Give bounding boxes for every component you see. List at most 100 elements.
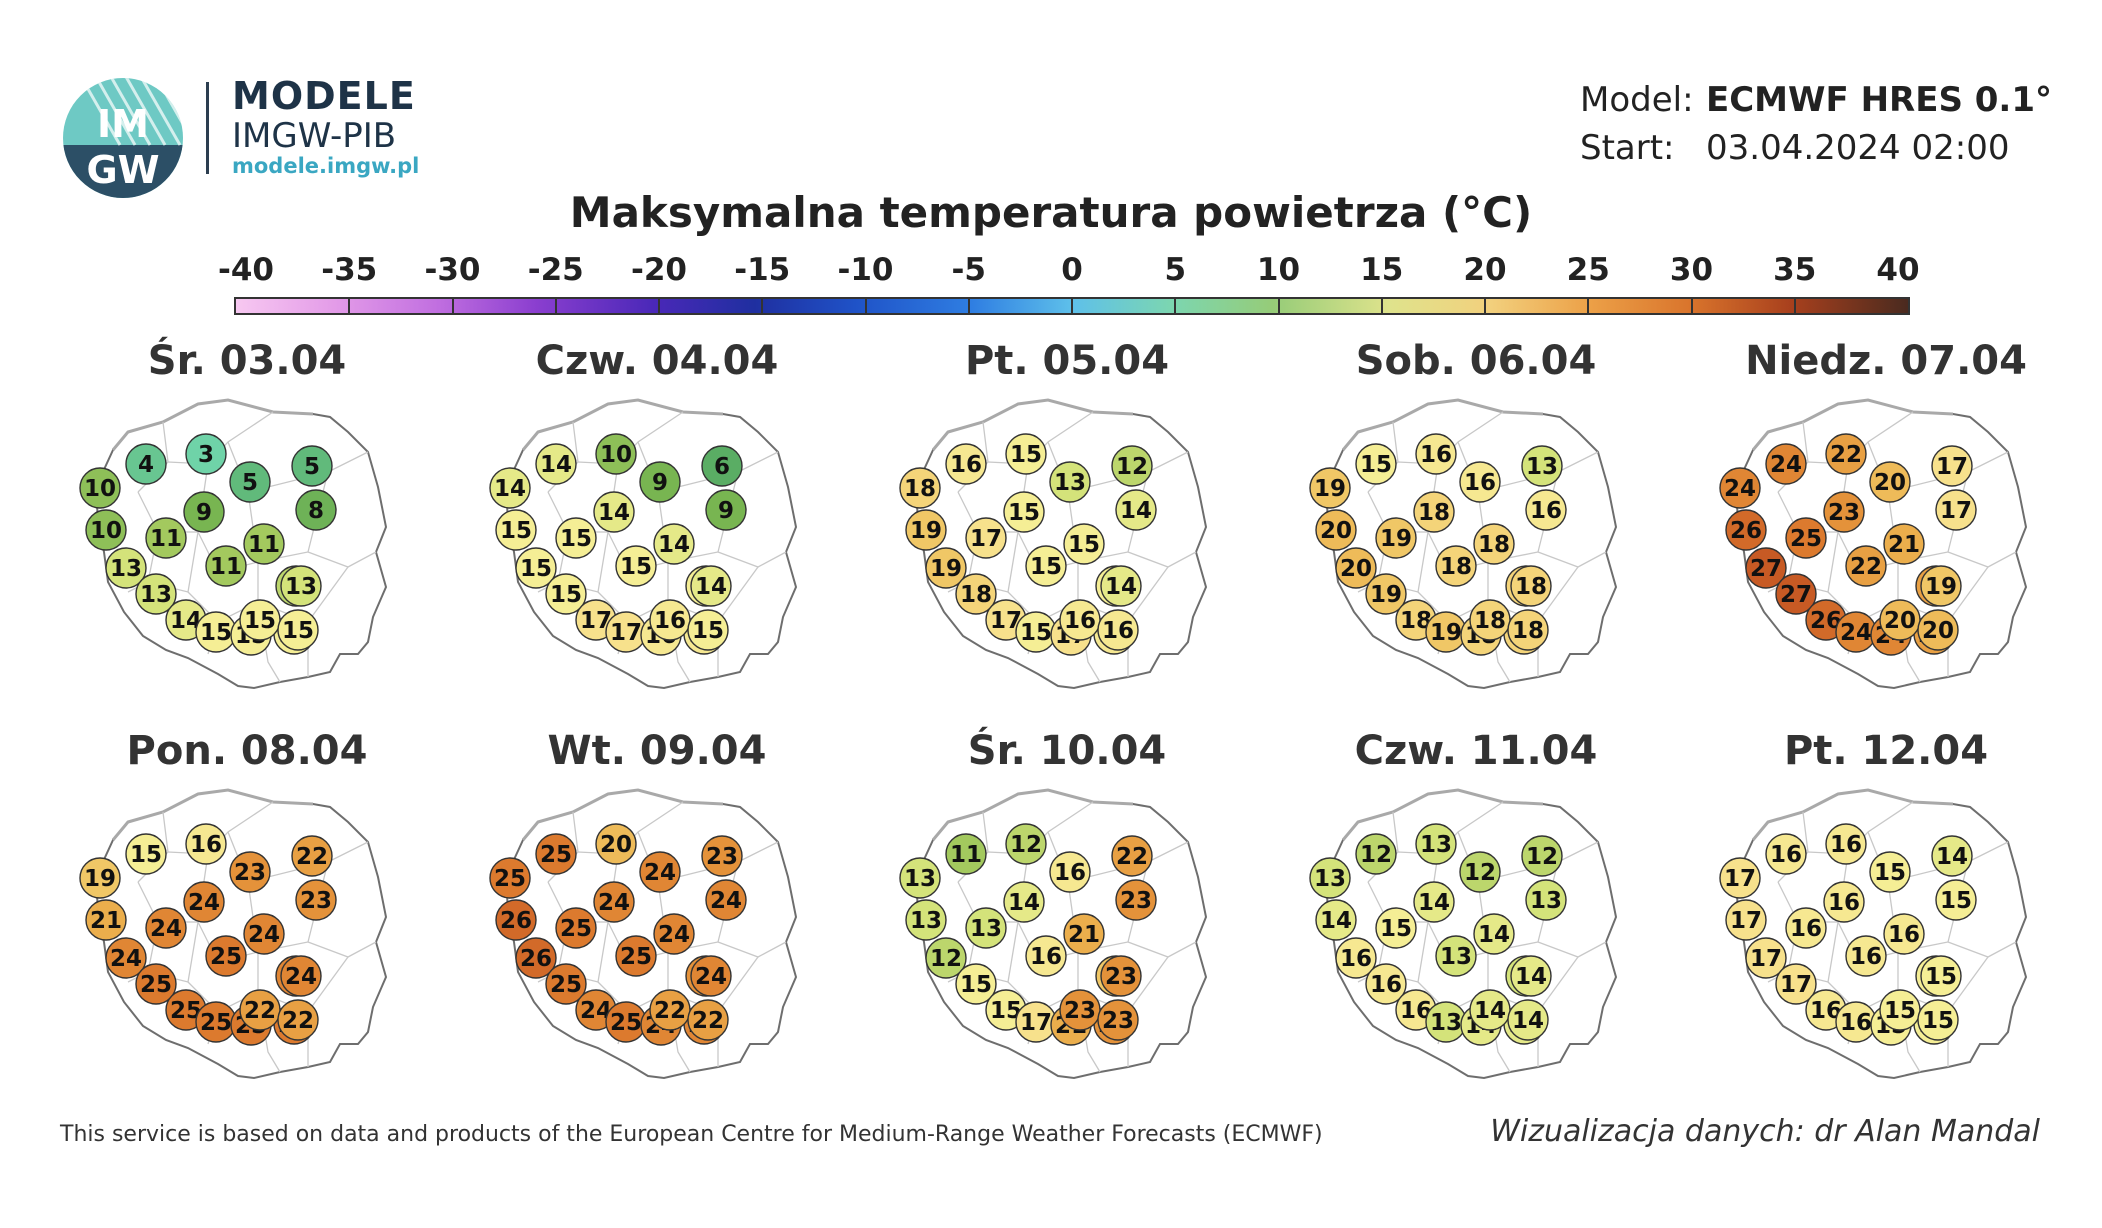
temp-circle (639, 851, 681, 893)
city-temp-marker: 3 (185, 433, 227, 475)
colorbar-tick (1277, 297, 1280, 315)
city-temp-marker: 23 (1059, 989, 1101, 1031)
temp-value: 18 (1515, 574, 1547, 600)
temp-value: 24 (658, 922, 690, 948)
city-temp-marker: 17 (1725, 899, 1767, 941)
city-temp-marker: 24 (145, 907, 187, 949)
colorbar-label: 0 (1061, 252, 1083, 288)
city-temp-marker: 15 (1879, 989, 1921, 1031)
temp-circle (965, 517, 1007, 559)
city-temp-marker: 14 (1315, 899, 1357, 941)
city-temp-marker: 23 (701, 835, 743, 877)
temp-value: 22 (1830, 442, 1862, 468)
temp-value: 25 (560, 916, 592, 942)
temp-circle (1719, 857, 1761, 899)
city-temp-marker: 26 (515, 937, 557, 979)
city-temp-marker: 9 (639, 461, 681, 503)
colorbar-tick (864, 297, 867, 315)
temp-circle (1097, 609, 1139, 651)
city-temp-marker: 25 (535, 833, 577, 875)
city-temp-marker: 16 (1459, 461, 1501, 503)
temp-circle (1111, 445, 1153, 487)
temp-circle (205, 545, 247, 587)
city-temp-marker: 20 (1917, 609, 1959, 651)
city-temp-marker: 20 (1335, 547, 1377, 589)
voivodeship-border (187, 952, 259, 1013)
temp-value: 19 (84, 866, 116, 892)
city-temp-marker: 12 (1005, 823, 1047, 865)
temp-value: 24 (1770, 452, 1802, 478)
temp-value: 11 (950, 842, 982, 868)
temp-value: 14 (1515, 964, 1547, 990)
temp-circle (1917, 999, 1959, 1041)
temp-circle (1355, 443, 1397, 485)
temp-value: 24 (695, 964, 727, 990)
temp-value: 25 (494, 866, 526, 892)
temp-circle (1100, 565, 1142, 607)
temp-circle (1935, 489, 1977, 531)
temp-value: 16 (1850, 944, 1882, 970)
temp-value: 14 (1320, 908, 1352, 934)
city-temp-marker: 25 (1785, 517, 1827, 559)
temp-value: 13 (1054, 470, 1086, 496)
temp-circle (615, 545, 657, 587)
city-temp-marker: 15 (555, 517, 597, 559)
city-temp-marker: 19 (1365, 573, 1407, 615)
temp-circle (1003, 491, 1045, 533)
temp-circle (1935, 879, 1977, 921)
temp-circle (1315, 899, 1357, 941)
city-temp-marker: 15 (1375, 907, 1417, 949)
city-temp-marker: 18 (1507, 609, 1549, 651)
temp-value: 9 (652, 470, 668, 496)
temp-circle (280, 955, 322, 997)
ecmwf-credit: This service is based on data and produc… (60, 1122, 1323, 1147)
temp-circle (1920, 565, 1962, 607)
temp-value: 12 (1526, 844, 1558, 870)
temp-value: 12 (1464, 860, 1496, 886)
city-temp-marker: 24 (705, 879, 747, 921)
temp-value: 25 (200, 1010, 232, 1036)
temp-circle (280, 565, 322, 607)
city-temp-marker: 25 (205, 935, 247, 977)
city-temp-marker: 20 (1879, 599, 1921, 641)
poland-map: 1312131212131414151613141316161413141414… (1309, 788, 1618, 1080)
temp-circle (1435, 935, 1477, 977)
temp-value: 22 (244, 998, 276, 1024)
temp-value: 26 (500, 908, 532, 934)
city-temp-marker: 13 (1049, 461, 1091, 503)
brand-url[interactable]: modele.imgw.pl (232, 154, 420, 178)
city-temp-marker: 14 (1469, 989, 1511, 1031)
city-temp-marker: 5 (291, 445, 333, 487)
temp-value: 24 (644, 860, 676, 886)
city-temp-marker: 16 (1335, 937, 1377, 979)
temp-value: 18 (960, 582, 992, 608)
city-temp-marker: 14 (1510, 955, 1552, 997)
colorbar-tick (1587, 297, 1590, 315)
temp-value: 19 (1430, 620, 1462, 646)
colorbar-label: -40 (217, 252, 275, 288)
temp-circle (595, 823, 637, 865)
temp-circle (205, 935, 247, 977)
temp-circle (690, 565, 732, 607)
temp-value: 15 (960, 972, 992, 998)
temp-circle (701, 445, 743, 487)
temp-value: 16 (1790, 916, 1822, 942)
temp-circle (1775, 963, 1817, 1005)
temp-value: 22 (1116, 844, 1148, 870)
temp-circle (1415, 433, 1457, 475)
temp-circle (1049, 851, 1091, 893)
day-title: Pt. 05.04 (964, 338, 1170, 384)
city-temp-marker: 17 (1935, 489, 1977, 531)
temp-value: 16 (1420, 442, 1452, 468)
city-temp-marker: 21 (1883, 523, 1925, 565)
temp-circle (1745, 547, 1787, 589)
city-temp-marker: 23 (229, 851, 271, 893)
voivodeship-border (1827, 952, 1899, 1013)
temp-circle (185, 823, 227, 865)
poland-map: 2424222017172326252722212227261924242220… (1719, 398, 2028, 690)
temp-value: 16 (190, 832, 222, 858)
temp-value: 25 (540, 842, 572, 868)
temp-value: 17 (1750, 946, 1782, 972)
temp-value: 26 (520, 946, 552, 972)
city-temp-marker: 25 (605, 1001, 647, 1043)
